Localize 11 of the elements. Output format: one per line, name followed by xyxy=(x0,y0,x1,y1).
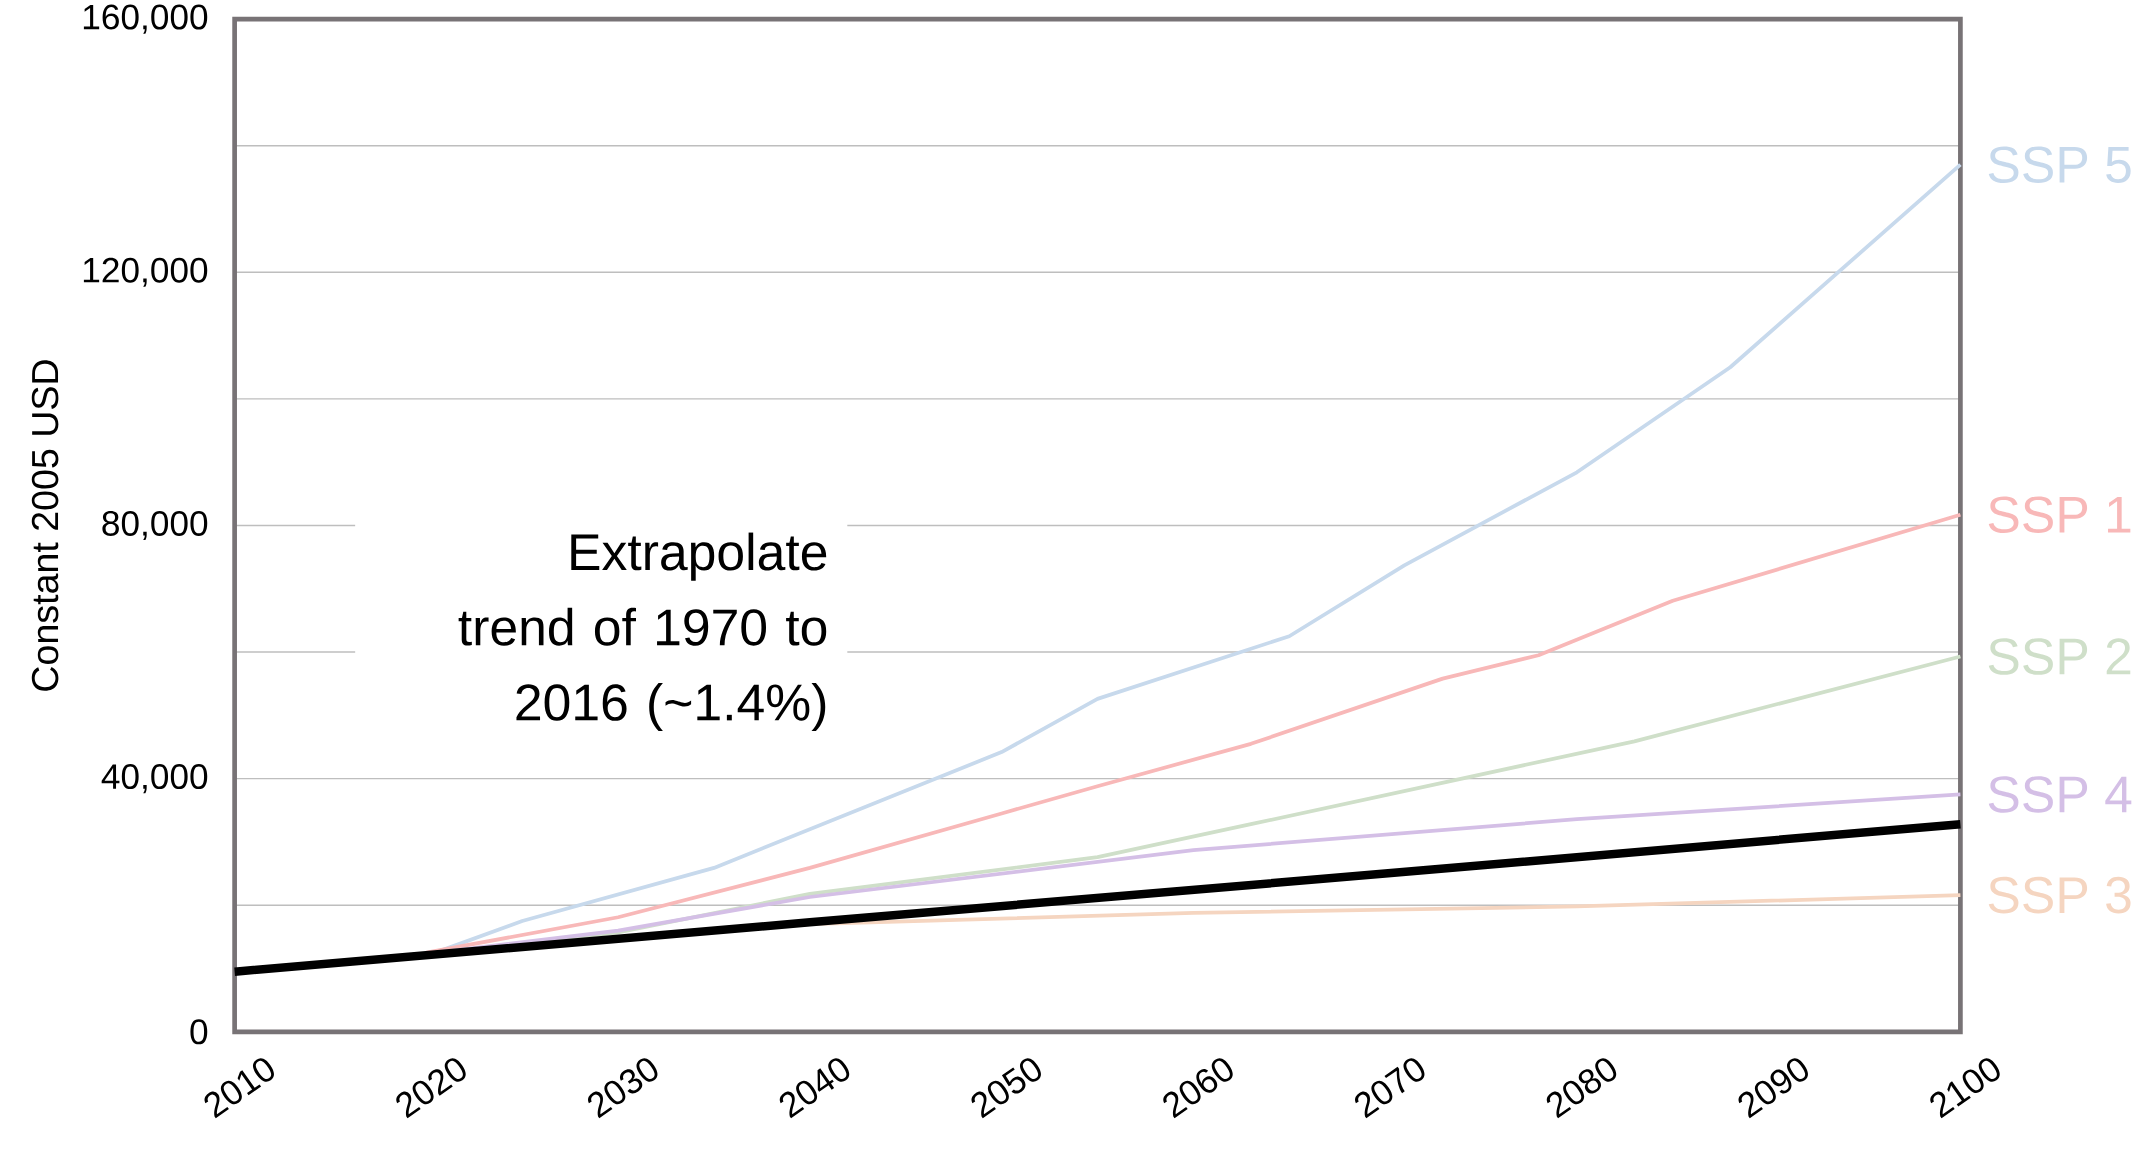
series-label: SSP 5 xyxy=(1988,146,2131,184)
series-label: SSP 3 xyxy=(1988,876,2131,914)
y-tick-label: 40,000 xyxy=(101,764,208,794)
series-label: SSP 1 xyxy=(1988,496,2131,534)
annotation: Extrapolate trend of 1970 to 2016 (~1.4%) xyxy=(458,532,827,732)
y-axis-title: Constant 2005 USD xyxy=(31,360,59,691)
series-label: SSP 4 xyxy=(1988,776,2132,813)
y-tick-label: 0 xyxy=(190,1019,208,1045)
y-tick-label: 80,000 xyxy=(102,510,208,541)
y-tick-label: 160,000 xyxy=(83,4,208,34)
y-tick-label: 120,000 xyxy=(83,257,208,287)
